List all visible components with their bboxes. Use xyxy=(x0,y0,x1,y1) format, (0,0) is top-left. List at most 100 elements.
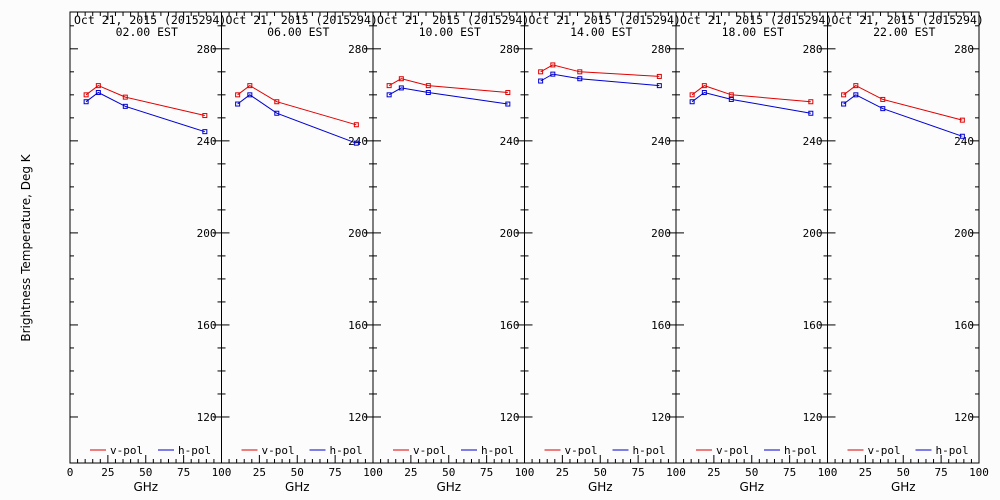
x-tick-label: 100 xyxy=(666,466,686,479)
x-axis-label: GHz xyxy=(739,480,764,494)
y-tick-label: 120 xyxy=(500,411,520,424)
x-tick-label: 100 xyxy=(969,466,989,479)
x-tick-label: 25 xyxy=(404,466,417,479)
data-point-v xyxy=(247,83,253,89)
data-point-h xyxy=(247,92,253,98)
data-point-h xyxy=(880,106,886,112)
legend-label-v: v-pol xyxy=(716,444,749,457)
data-point-v xyxy=(853,83,859,89)
x-tick-label: 100 xyxy=(363,466,383,479)
data-point-v xyxy=(841,92,847,98)
data-point-h xyxy=(808,110,814,116)
x-tick-label: 50 xyxy=(594,466,607,479)
data-point-h xyxy=(841,101,847,107)
x-axis-label: GHz xyxy=(588,480,613,494)
panel-5: Oct 21, 2015 (2015294)18.00 EST 120 160 200… xyxy=(675,11,838,494)
legend-label-h: h-pol xyxy=(784,444,817,457)
panel-4: Oct 21, 2015 (2015294)14.00 EST 120 160 200… xyxy=(524,11,686,494)
y-tick-label: 280 xyxy=(954,43,974,56)
series-line-h xyxy=(388,87,508,105)
y-tick-label: 160 xyxy=(803,319,823,332)
y-tick-label: 200 xyxy=(803,227,823,240)
y-tick-label: 200 xyxy=(651,227,671,240)
x-tick-label: 50 xyxy=(442,466,455,479)
series-line-v xyxy=(388,78,508,93)
y-tick-label: 120 xyxy=(651,411,671,424)
panels: Oct 21, 2015 (2015294)02.00 EST120160200… xyxy=(67,11,989,494)
data-point-v xyxy=(689,92,695,98)
panel-title-time: 06.00 EST xyxy=(267,25,329,39)
data-point-h xyxy=(550,71,556,77)
y-tick-label: 160 xyxy=(348,319,368,332)
y-tick-label: 240 xyxy=(651,135,671,148)
panel-title-date: Oct 21, 2015 (2015294) xyxy=(832,13,984,27)
data-point-h xyxy=(386,92,392,98)
legend-label-v: v-pol xyxy=(565,444,598,457)
y-tick-label: 240 xyxy=(500,135,520,148)
y-tick-label: 240 xyxy=(954,135,974,148)
y-tick-label: 160 xyxy=(197,319,217,332)
data-point-h xyxy=(959,133,965,139)
legend-label-v: v-pol xyxy=(413,444,446,457)
data-point-v xyxy=(202,113,208,119)
panel-1: Oct 21, 2015 (2015294)02.00 EST 120 160 200… xyxy=(67,11,231,494)
panel-title-date: Oct 21, 2015 (2015294) xyxy=(74,13,226,27)
data-point-v xyxy=(808,99,814,105)
y-tick-label: 120 xyxy=(197,411,217,424)
legend-label-v: v-pol xyxy=(110,444,143,457)
legend-label-h: h-pol xyxy=(633,444,666,457)
x-tick-label: 100 xyxy=(515,466,535,479)
legend-label-h: h-pol xyxy=(330,444,363,457)
series-line-v xyxy=(540,64,660,77)
panel-title-date: Oct 21, 2015 (2015294) xyxy=(377,13,529,27)
panel-2: Oct 21, 2015 (2015294)06.00 EST 120 160 200… xyxy=(221,11,383,494)
x-tick-label: 25 xyxy=(253,466,266,479)
x-tick-label: 75 xyxy=(329,466,342,479)
x-tick-label: 0 xyxy=(67,466,74,479)
series-line-h xyxy=(85,91,205,133)
data-point-v xyxy=(728,92,734,98)
data-point-h xyxy=(425,90,431,96)
panel-3: Oct 21, 2015 (2015294)10.00 EST 120 160 200… xyxy=(372,11,535,494)
data-point-h xyxy=(353,140,359,146)
data-point-h xyxy=(853,92,859,98)
y-tick-label: 240 xyxy=(197,135,217,148)
x-axis-label: GHz xyxy=(133,480,158,494)
y-tick-label: 280 xyxy=(500,43,520,56)
y-tick-label: 120 xyxy=(348,411,368,424)
y-tick-label: 280 xyxy=(197,43,217,56)
x-tick-label: 75 xyxy=(480,466,493,479)
x-tick-label: 75 xyxy=(177,466,190,479)
y-tick-label: 280 xyxy=(803,43,823,56)
y-axis-label: Brightness Temperature, Deg K xyxy=(19,153,33,341)
data-point-h xyxy=(689,99,695,105)
panel-title-time: 02.00 EST xyxy=(116,25,178,39)
panel-title-date: Oct 21, 2015 (2015294) xyxy=(226,13,378,27)
series-line-v xyxy=(85,85,205,116)
y-tick-label: 160 xyxy=(651,319,671,332)
series-line-v xyxy=(691,85,811,103)
data-point-v xyxy=(701,83,707,89)
data-point-v xyxy=(95,83,101,89)
x-axis-label: GHz xyxy=(285,480,310,494)
y-tick-label: 280 xyxy=(348,43,368,56)
data-point-v xyxy=(353,122,359,128)
data-point-v xyxy=(505,90,511,96)
legend-label-h: h-pol xyxy=(936,444,969,457)
data-point-v xyxy=(235,92,241,98)
y-tick-label: 120 xyxy=(954,411,974,424)
data-point-h xyxy=(95,90,101,96)
legend-label-v: v-pol xyxy=(262,444,295,457)
data-point-v xyxy=(398,76,404,82)
y-tick-label: 200 xyxy=(348,227,368,240)
series-line-h xyxy=(691,91,811,114)
x-axis-label: GHz xyxy=(891,480,916,494)
y-tick-label: 240 xyxy=(803,135,823,148)
data-point-v xyxy=(83,92,89,98)
data-point-v xyxy=(577,69,583,75)
x-tick-label: 75 xyxy=(935,466,948,479)
series-line-h xyxy=(237,94,357,144)
x-tick-label: 100 xyxy=(818,466,838,479)
data-point-h xyxy=(398,85,404,91)
